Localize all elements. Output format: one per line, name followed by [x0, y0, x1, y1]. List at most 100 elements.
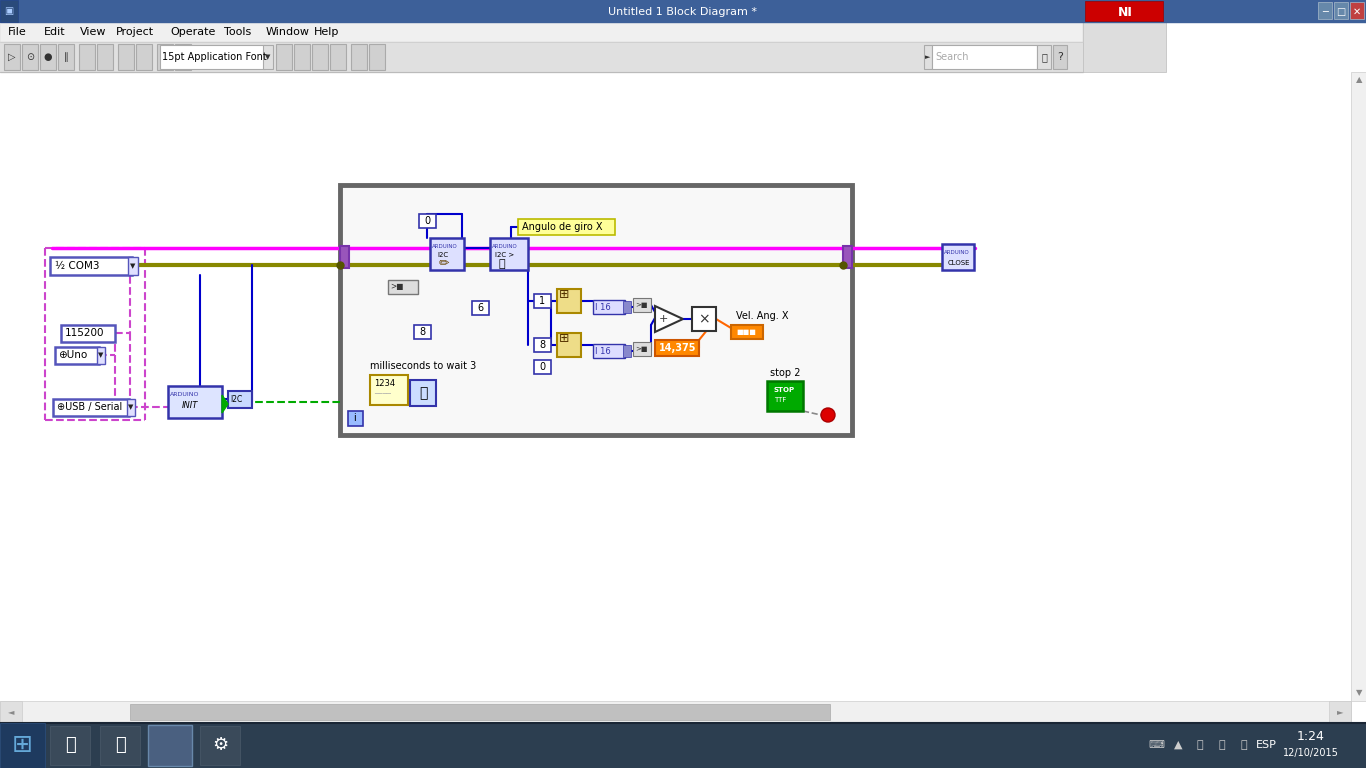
- Text: ⊙: ⊙: [26, 52, 34, 62]
- Bar: [0, 72, 1351, 701]
- Bar: [843, 246, 852, 268]
- Bar: [1085, 1, 1162, 21]
- Bar: [0, 701, 22, 723]
- Text: ▲: ▲: [1355, 75, 1362, 84]
- Bar: [340, 185, 852, 435]
- Bar: [623, 345, 631, 357]
- Bar: [414, 325, 432, 339]
- Text: ESP: ESP: [1255, 740, 1276, 750]
- Text: View: View: [81, 27, 107, 37]
- Bar: [632, 342, 652, 356]
- Bar: [410, 380, 436, 406]
- Text: 1234: 1234: [374, 379, 395, 389]
- Text: 🔋: 🔋: [1197, 740, 1203, 750]
- Text: I2C: I2C: [437, 252, 448, 258]
- Bar: [128, 257, 138, 275]
- Bar: [0, 0, 18, 22]
- Bar: [593, 300, 626, 314]
- Bar: [473, 301, 489, 315]
- Text: ►: ►: [1337, 707, 1343, 717]
- Text: Vel. Ang. X: Vel. Ang. X: [736, 311, 788, 321]
- Text: STOP: STOP: [775, 387, 795, 393]
- Bar: [731, 325, 764, 339]
- Polygon shape: [223, 395, 228, 413]
- Bar: [932, 45, 1037, 69]
- Text: 👓: 👓: [499, 259, 505, 269]
- Text: Edit: Edit: [44, 27, 66, 37]
- Bar: [340, 246, 348, 268]
- Text: ▼: ▼: [1355, 688, 1362, 697]
- Text: ⊞: ⊞: [11, 733, 33, 757]
- Text: □: □: [1336, 7, 1346, 17]
- Text: Help: Help: [314, 27, 339, 37]
- Bar: [348, 411, 363, 426]
- Bar: [534, 338, 550, 352]
- Bar: [923, 45, 932, 69]
- Text: I 16: I 16: [596, 303, 611, 312]
- Bar: [61, 325, 115, 342]
- Text: Operate: Operate: [169, 27, 216, 37]
- Bar: [370, 375, 408, 405]
- Bar: [40, 44, 56, 70]
- Text: 📁: 📁: [64, 736, 75, 754]
- Bar: [1083, 0, 1167, 72]
- Text: i: i: [354, 413, 357, 423]
- Bar: [0, 723, 1366, 768]
- Text: >■: >■: [635, 346, 647, 352]
- Text: 8: 8: [419, 327, 425, 337]
- Bar: [168, 386, 223, 418]
- Bar: [331, 44, 346, 70]
- Bar: [0, 701, 1351, 723]
- Bar: [57, 44, 74, 70]
- Text: ▲: ▲: [1173, 740, 1182, 750]
- Text: I2C: I2C: [229, 395, 242, 403]
- Text: ▼: ▼: [98, 352, 104, 358]
- Text: ►: ►: [925, 54, 930, 60]
- Text: ▷: ▷: [8, 52, 16, 62]
- Bar: [557, 289, 581, 313]
- Bar: [148, 725, 193, 766]
- Text: ⌨: ⌨: [1147, 740, 1164, 750]
- Bar: [534, 294, 550, 308]
- Text: ⊞: ⊞: [559, 289, 570, 302]
- Text: ⊕USB / Serial: ⊕USB / Serial: [57, 402, 122, 412]
- Bar: [175, 44, 191, 70]
- Bar: [157, 44, 173, 70]
- Text: ✏: ✏: [438, 257, 449, 270]
- Bar: [1053, 45, 1067, 69]
- Text: ARDUINO: ARDUINO: [432, 243, 458, 249]
- Text: ARDUINO: ARDUINO: [492, 243, 518, 249]
- Bar: [117, 44, 134, 70]
- Bar: [0, 22, 1083, 42]
- Text: ARDUINO: ARDUINO: [169, 392, 199, 398]
- Text: 0: 0: [540, 362, 545, 372]
- Text: ▼: ▼: [128, 404, 134, 410]
- Text: ─: ─: [1322, 7, 1328, 17]
- Bar: [97, 44, 113, 70]
- Bar: [22, 44, 38, 70]
- Text: INIT: INIT: [182, 402, 198, 411]
- Text: ◄: ◄: [8, 707, 14, 717]
- Bar: [127, 399, 135, 416]
- Text: ▷: ▷: [163, 736, 178, 754]
- Bar: [51, 726, 90, 765]
- Text: milliseconds to wait 3: milliseconds to wait 3: [370, 361, 477, 371]
- Text: 1: 1: [540, 296, 545, 306]
- Text: ────: ────: [374, 391, 391, 397]
- Text: Untitled 1 Block Diagram *: Untitled 1 Block Diagram *: [608, 7, 758, 17]
- Text: 🌐: 🌐: [115, 736, 126, 754]
- Bar: [53, 399, 128, 416]
- Text: ●: ●: [44, 52, 52, 62]
- Bar: [97, 347, 105, 364]
- Bar: [593, 344, 626, 358]
- Text: 115200: 115200: [66, 328, 105, 338]
- Bar: [490, 238, 529, 270]
- Text: Search: Search: [934, 52, 968, 62]
- Text: TTF: TTF: [775, 397, 787, 403]
- Text: ■■■: ■■■: [736, 329, 755, 335]
- Text: 14,375: 14,375: [658, 343, 697, 353]
- Text: File: File: [8, 27, 27, 37]
- Bar: [534, 360, 550, 374]
- Bar: [100, 726, 139, 765]
- Text: ∥: ∥: [64, 52, 68, 62]
